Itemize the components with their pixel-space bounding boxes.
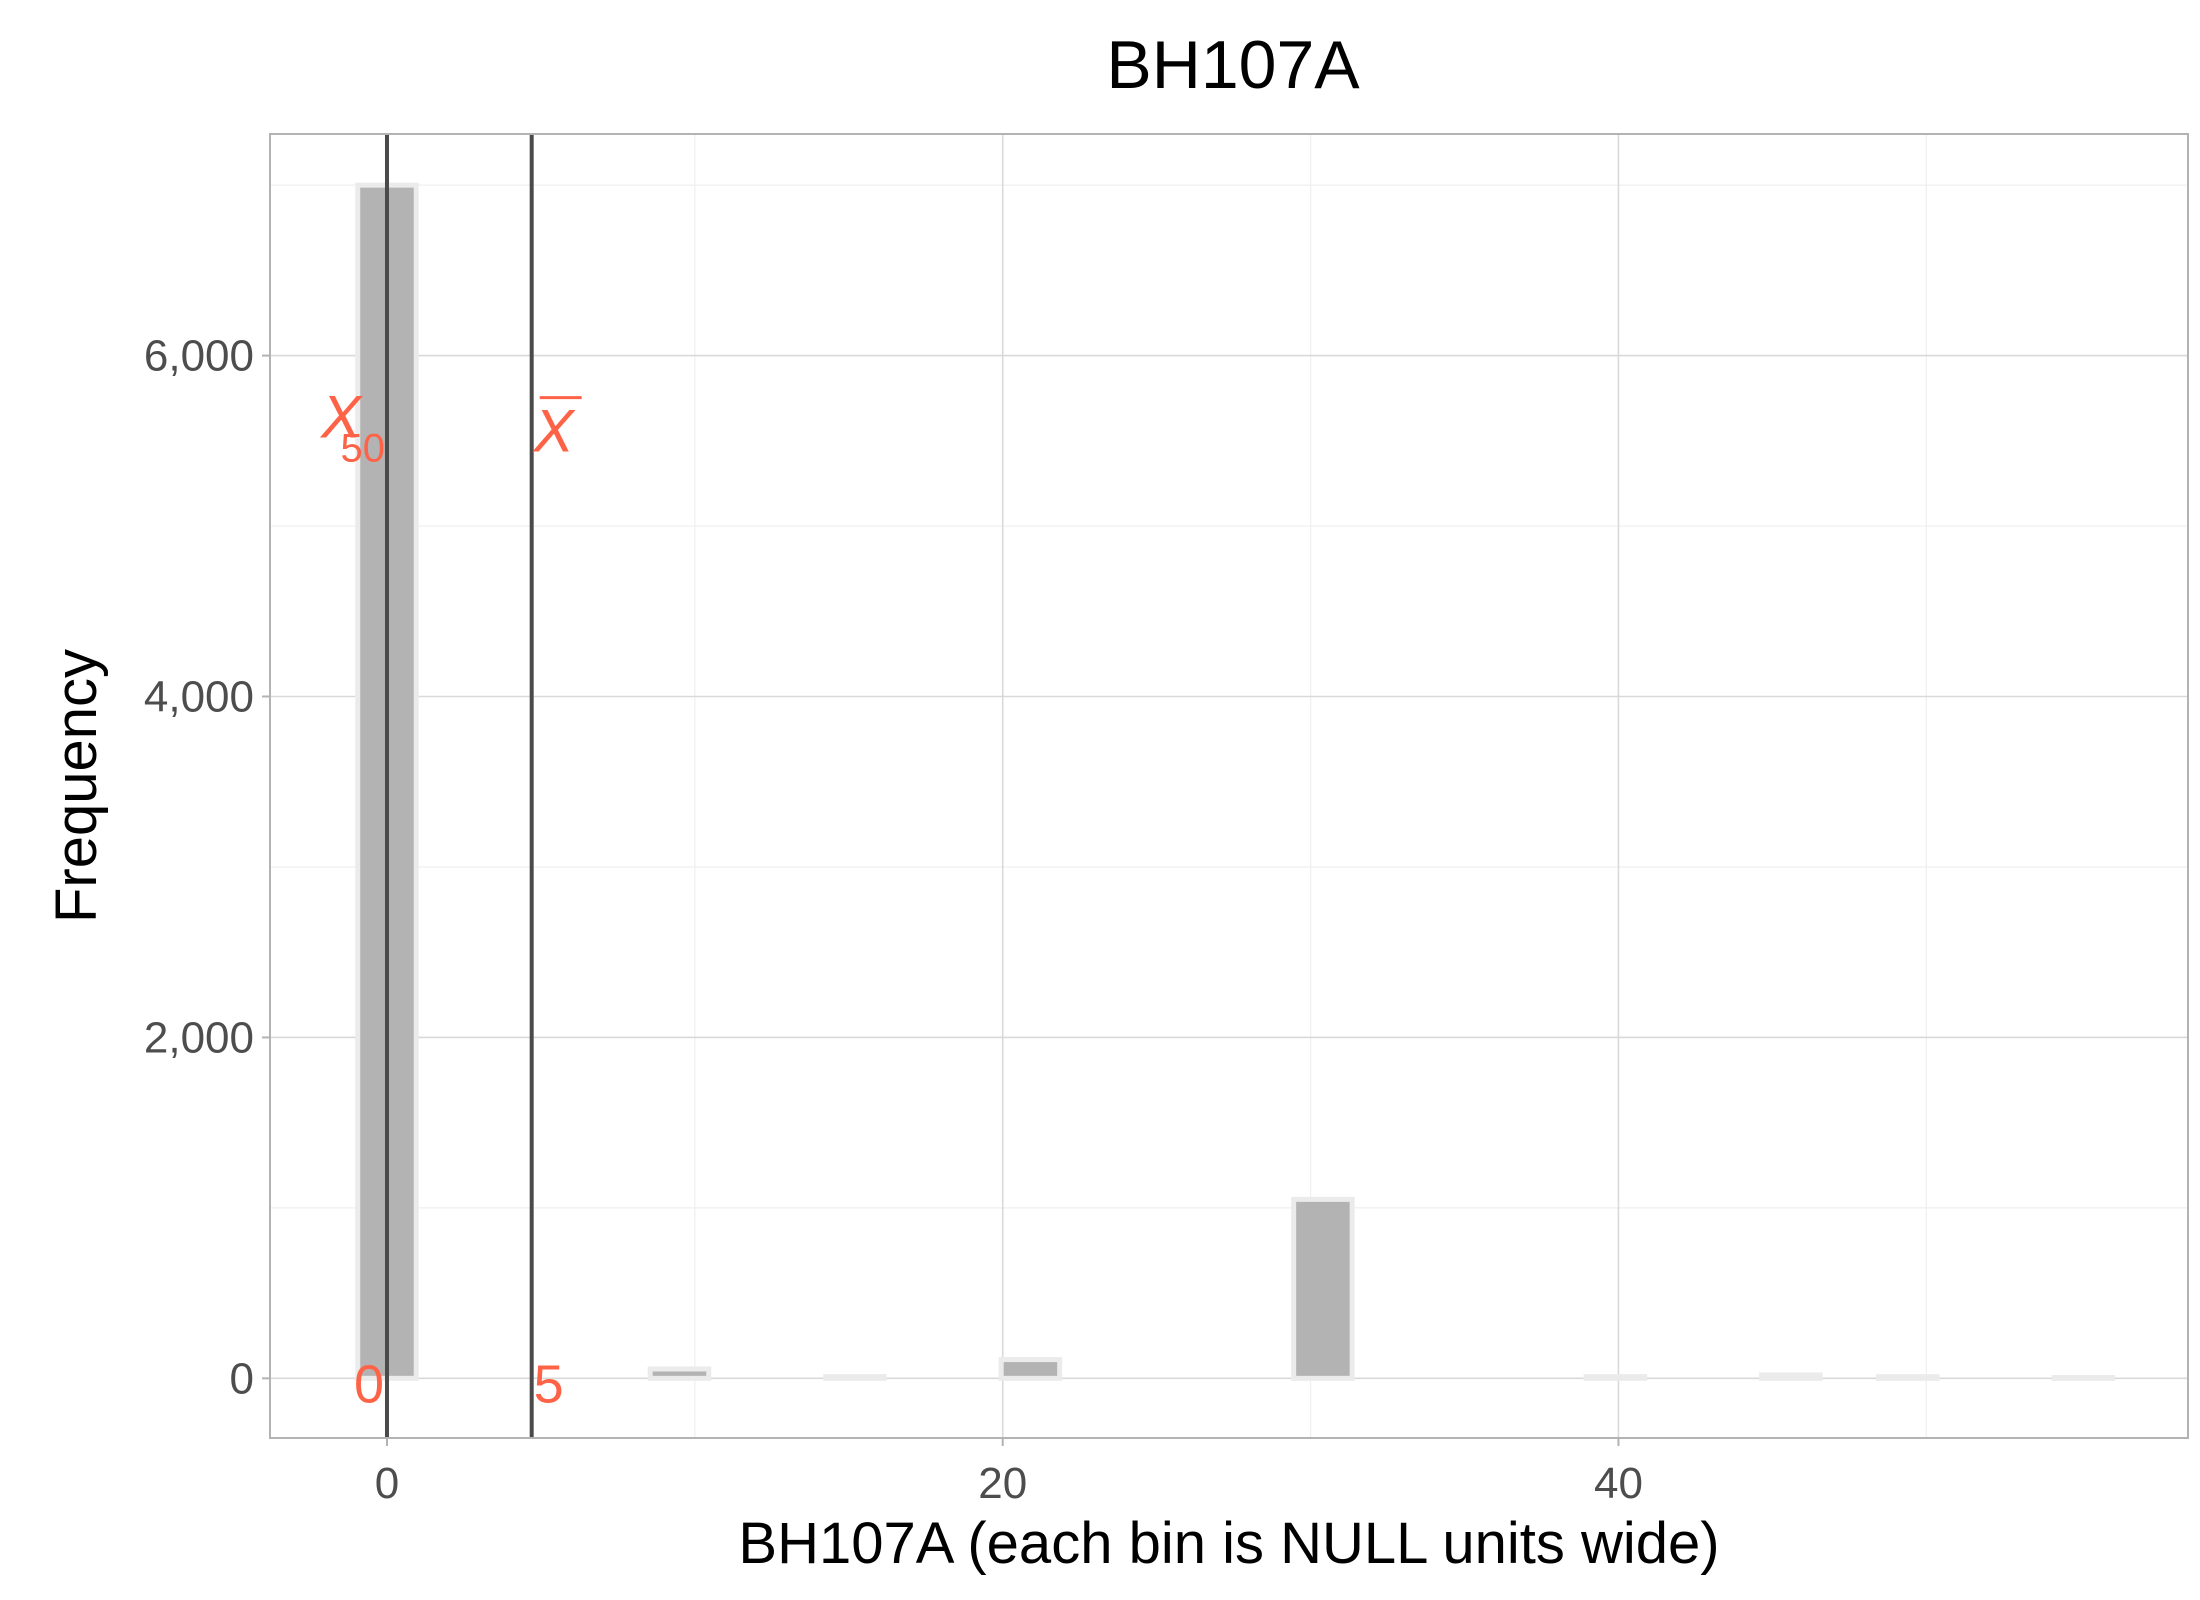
x-tick-label: 40 [1594, 1459, 1643, 1508]
histogram-bar [998, 1357, 1063, 1381]
mean-symbol: X [532, 398, 576, 465]
histogram-bar [1583, 1374, 1648, 1381]
major-gridlines [270, 134, 2188, 1438]
median-subscript: 50 [340, 427, 385, 471]
histogram-bar [823, 1374, 887, 1381]
histogram-bar [1876, 1374, 1940, 1381]
median-symbol: X [319, 384, 363, 451]
chart-title: BH107A [1106, 27, 1360, 103]
y-axis-ticks: 0 2,000 4,000 6,000 [144, 332, 270, 1403]
y-tick-label: 6,000 [144, 332, 254, 381]
histogram-bar [1759, 1372, 1823, 1381]
y-tick-label: 2,000 [144, 1013, 254, 1062]
median-value-label: 0 [354, 1354, 384, 1414]
y-axis-title: Frequency [44, 649, 109, 923]
x-axis-title: BH107A (each bin is NULL units wide) [738, 1511, 1719, 1576]
y-tick-label: 4,000 [144, 673, 254, 722]
plot-panel-border [269, 133, 2189, 1439]
histogram-bar [2051, 1374, 2116, 1381]
mean-value-label: 5 [534, 1354, 564, 1414]
x-tick-label: 0 [375, 1459, 399, 1508]
minor-gridlines [270, 134, 2188, 1438]
histogram-bar [1291, 1196, 1355, 1381]
histogram-bars [355, 182, 2116, 1381]
x-tick-label: 20 [978, 1459, 1027, 1508]
x-axis-ticks: 0 20 40 [375, 1438, 1643, 1508]
histogram-bar [647, 1366, 712, 1381]
y-tick-label: 0 [230, 1354, 254, 1403]
